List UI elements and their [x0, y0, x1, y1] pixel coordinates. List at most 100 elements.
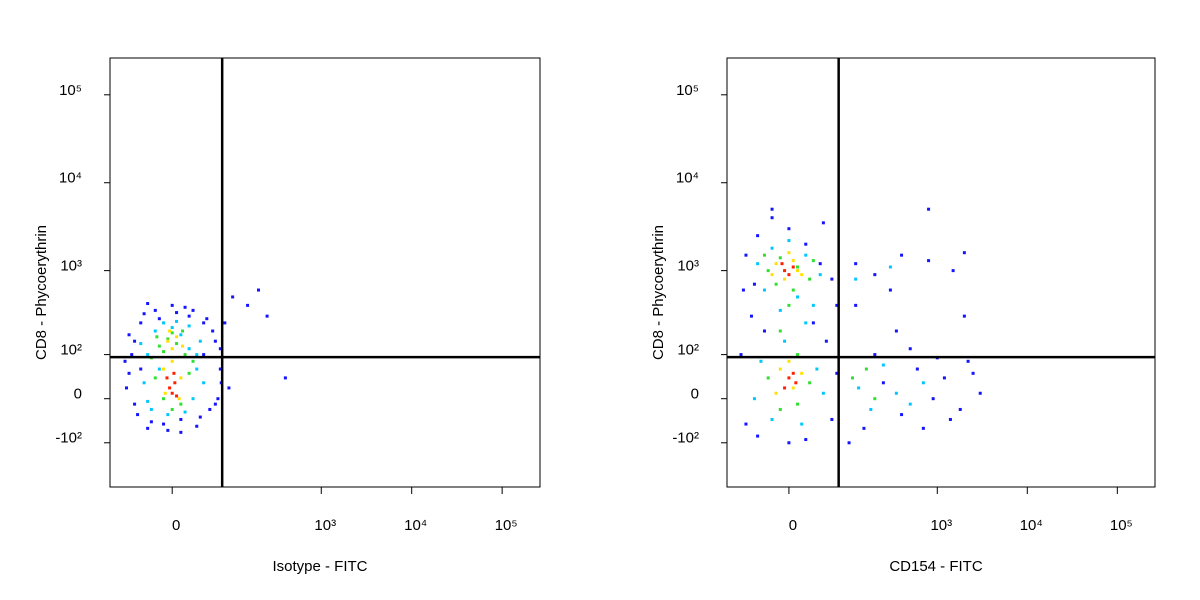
- event-dot: [966, 359, 970, 363]
- event-dot: [756, 434, 760, 438]
- event-dot: [166, 413, 170, 417]
- event-dot: [142, 381, 146, 385]
- event-dot: [811, 303, 815, 307]
- event-dot: [183, 305, 187, 309]
- event-dot: [881, 381, 885, 385]
- event-dot: [265, 314, 269, 318]
- event-dot: [927, 207, 931, 211]
- event-dot: [187, 314, 191, 318]
- event-dot: [195, 367, 199, 371]
- event-dot: [146, 399, 150, 403]
- event-dot: [223, 321, 227, 325]
- event-dot: [181, 329, 185, 333]
- event-dot: [942, 376, 946, 380]
- event-dot: [157, 344, 161, 348]
- event-dot: [783, 277, 787, 281]
- y-tick-label: 10²: [60, 342, 82, 359]
- event-dot: [739, 353, 743, 357]
- event-dot: [179, 402, 183, 406]
- event-dot: [153, 329, 157, 333]
- event-dot: [163, 391, 167, 395]
- event-dot: [205, 317, 209, 321]
- event-dot: [962, 251, 966, 255]
- event-dot: [978, 391, 982, 395]
- event-dot: [127, 371, 131, 375]
- event-dot: [770, 216, 774, 220]
- event-dot: [787, 251, 791, 255]
- event-dot: [227, 386, 231, 390]
- event-dot: [770, 246, 774, 250]
- event-dot: [908, 402, 912, 406]
- event-dot: [162, 367, 166, 371]
- event-dot: [246, 303, 250, 307]
- y-tick-label: 10⁵: [59, 82, 82, 99]
- event-dot: [216, 397, 220, 401]
- event-dot: [821, 221, 825, 225]
- event-dot: [791, 288, 795, 292]
- event-dot: [133, 402, 137, 406]
- event-dot: [170, 303, 174, 307]
- event-dot: [183, 410, 187, 414]
- y-tick-label: 0: [691, 386, 699, 403]
- event-dot: [146, 302, 150, 306]
- event-dot: [162, 321, 166, 325]
- event-dot: [766, 269, 770, 273]
- event-dot: [873, 353, 877, 357]
- event-dot: [804, 321, 808, 325]
- event-dot: [800, 273, 804, 277]
- event-dot: [175, 335, 179, 339]
- event-dot: [231, 295, 235, 299]
- event-dot: [198, 339, 202, 343]
- event-dot: [170, 359, 174, 363]
- x-axis-label: CD154 - FITC: [889, 558, 983, 575]
- event-dot: [794, 381, 798, 385]
- y-axis-label: CD8 - Phycoerythrin: [33, 225, 50, 360]
- event-dot: [796, 295, 800, 299]
- event-dot: [787, 441, 791, 445]
- event-dot: [142, 312, 146, 316]
- event-dot: [762, 288, 766, 292]
- event-dot: [202, 381, 206, 385]
- event-dot: [811, 259, 815, 263]
- event-dot: [804, 438, 808, 442]
- x-tick-label: 0: [172, 517, 180, 534]
- event-dot: [146, 353, 150, 357]
- event-dot: [778, 407, 782, 411]
- event-dot: [218, 367, 222, 371]
- event-dot: [123, 359, 127, 363]
- event-dot: [869, 407, 873, 411]
- event-dot: [198, 415, 202, 419]
- event-dot: [857, 386, 861, 390]
- event-dot: [283, 376, 287, 380]
- event-dot: [170, 326, 174, 330]
- event-dot: [759, 359, 763, 363]
- event-dot: [195, 353, 199, 357]
- event-dot: [804, 253, 808, 257]
- y-tick-label: 10²: [677, 342, 699, 359]
- event-dot: [741, 288, 745, 292]
- event-dot: [211, 329, 215, 333]
- event-dot: [202, 353, 206, 357]
- event-dot: [894, 391, 898, 395]
- event-dot: [770, 207, 774, 211]
- event-dot: [170, 347, 174, 351]
- event-dot: [187, 324, 191, 328]
- event-dot: [191, 308, 195, 312]
- event-dot: [787, 376, 791, 380]
- event-dot: [862, 426, 866, 430]
- event-dot: [183, 353, 187, 357]
- event-dot: [149, 407, 153, 411]
- event-dot: [257, 288, 261, 292]
- event-dot: [864, 367, 868, 371]
- event-dot: [951, 269, 955, 273]
- event-dot: [756, 234, 760, 238]
- event-dot: [756, 262, 760, 266]
- event-dot: [213, 402, 217, 406]
- event-dot: [179, 333, 183, 337]
- event-dot: [136, 413, 140, 417]
- y-tick-label: -10²: [672, 430, 699, 447]
- event-dot: [146, 426, 150, 430]
- event-dot: [894, 329, 898, 333]
- event-dot: [778, 329, 782, 333]
- event-dot: [752, 282, 756, 286]
